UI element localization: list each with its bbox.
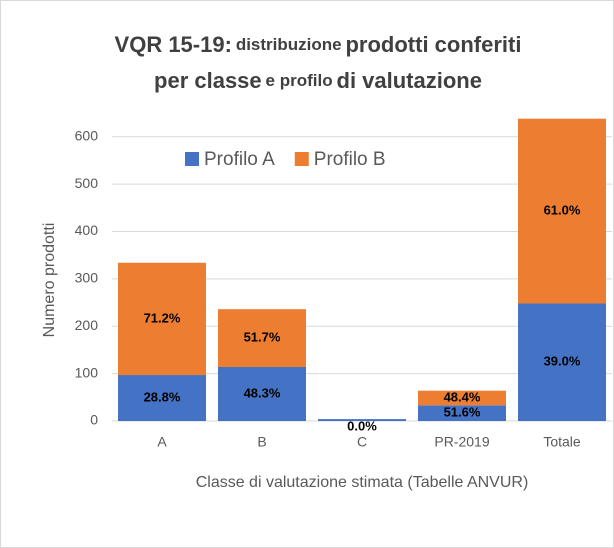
bar-segment: [418, 405, 506, 421]
bar-segment: [118, 262, 206, 376]
legend-swatch: [185, 152, 199, 166]
data-label: 48.4%: [444, 389, 481, 404]
y-tick-label: 200: [75, 317, 99, 333]
y-tick-label: 0: [90, 412, 98, 428]
y-tick-label: 100: [75, 364, 99, 380]
bar-segment: [518, 303, 606, 421]
y-tick-label: 500: [75, 175, 99, 191]
data-label: 0.0%: [347, 419, 377, 434]
x-tick-label: A: [157, 434, 167, 450]
y-axis-label: Numero prodotti: [41, 223, 58, 338]
chart-title-line-1: VQR 15-19: distribuzione prodotti confer…: [115, 32, 522, 57]
x-axis-label: Classe di valutazione stimata (Tabelle A…: [196, 474, 529, 491]
bar-segment: [518, 118, 606, 304]
x-tick-label: C: [357, 434, 367, 450]
y-tick-label: 300: [75, 270, 99, 286]
x-tick-label: B: [257, 434, 266, 450]
bar-segment: [218, 366, 306, 421]
data-label: 28.8%: [144, 389, 181, 404]
y-tick-label: 400: [75, 222, 99, 238]
bar-segment: [418, 390, 506, 406]
x-tick-label: PR-2019: [434, 434, 489, 450]
y-tick-label: 600: [75, 127, 99, 143]
x-tick-label: Totale: [543, 434, 581, 450]
legend-swatch: [294, 152, 309, 166]
data-label: 51.7%: [244, 330, 281, 345]
legend-label: Profilo A: [204, 149, 275, 170]
legend-label: Profilo B: [314, 149, 386, 170]
chart-title-line-2: per classe e profilo di valutazione: [154, 68, 482, 93]
data-label: 61.0%: [544, 203, 581, 218]
bar-segment: [218, 309, 306, 367]
bar-segment: [318, 419, 406, 421]
data-label: 71.2%: [144, 310, 181, 325]
bar-segment: [118, 375, 206, 421]
data-label: 48.3%: [244, 385, 281, 400]
data-label: 39.0%: [544, 354, 581, 369]
data-label: 51.6%: [444, 405, 481, 420]
